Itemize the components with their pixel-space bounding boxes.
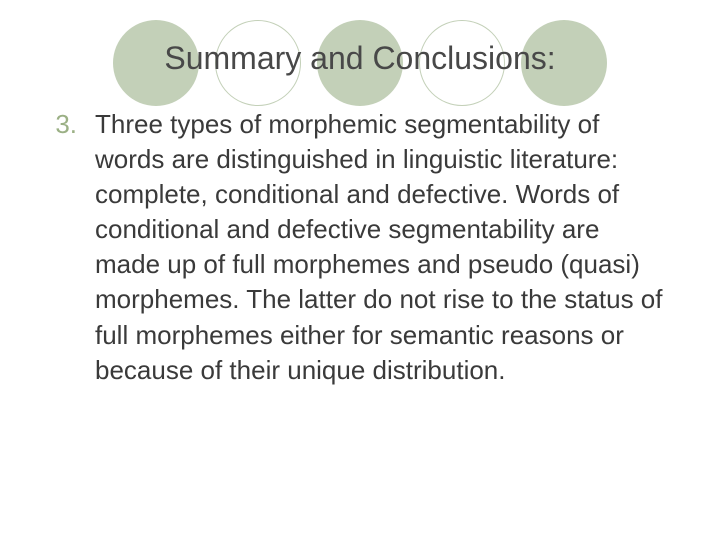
page-title: Summary and Conclusions:	[0, 0, 720, 77]
bullet-number: 3.	[50, 107, 95, 142]
body-text: Three types of morphemic segmentability …	[95, 107, 670, 388]
content-block: 3. Three types of morphemic segmentabili…	[0, 77, 720, 388]
